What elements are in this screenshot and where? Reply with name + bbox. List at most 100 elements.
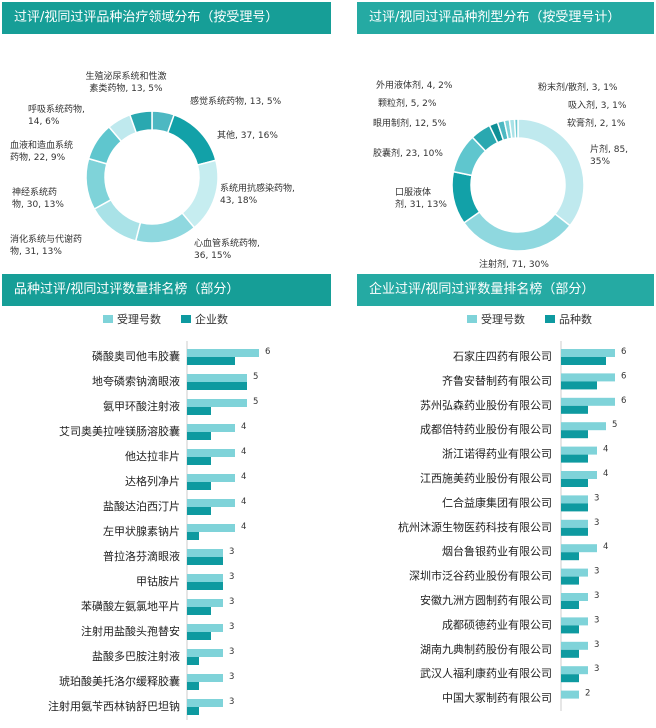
bar-series-2 — [561, 381, 597, 390]
category-label: 琥珀酸美托洛尔缓释胶囊 — [59, 674, 180, 688]
donut-slice-label: 吸入剂, 3, 1% — [568, 99, 627, 111]
panel-header-company-rank: 企业过评/视同过评数量排名榜（部分） — [357, 274, 654, 306]
bar-series-1 — [187, 624, 223, 632]
donut-slice-label: 血液和造血系统药物, 22, 9% — [10, 139, 73, 163]
bar-series-2 — [187, 432, 211, 440]
bar-series-1 — [187, 349, 259, 357]
donut-slice — [134, 211, 196, 244]
donut-slice-label: 呼吸系统药物, 14, 6% — [28, 103, 85, 127]
legend-swatch — [103, 315, 113, 323]
bar-value-label: 3 — [229, 697, 234, 707]
bar-value-label: 4 — [603, 542, 608, 552]
bar-series-1 — [187, 399, 247, 407]
donut-slice-label: 胶囊剂, 23, 10% — [373, 147, 443, 159]
panel-header-therapy: 过评/视同过评品种治疗领域分布（按受理号） — [2, 2, 331, 34]
bar-value-label: 6 — [265, 347, 270, 357]
panel-title-company-rank: 企业过评/视同过评数量排名榜（部分） — [369, 282, 595, 297]
bar-value-label: 3 — [229, 672, 234, 682]
bar-series-2 — [187, 532, 199, 540]
bar-series-2 — [187, 557, 223, 565]
donut-slice-label: 神经系统药物, 30, 13% — [12, 186, 64, 210]
bar-series-1 — [561, 446, 597, 455]
bar-series-2 — [561, 430, 588, 439]
donut-slice-label: 外用液体剂, 4, 2% — [376, 79, 453, 91]
bar-series-2 — [561, 576, 579, 585]
bar-series-2 — [561, 625, 579, 634]
bar-series-1 — [187, 674, 223, 682]
bar-series-2 — [187, 682, 199, 690]
category-label: 仁合益康集团有限公司 — [442, 495, 552, 509]
donut-slice-label: 口服液体剂, 31, 13% — [395, 186, 447, 210]
bar-series-2 — [561, 479, 588, 487]
bar-series-2 — [561, 674, 579, 683]
category-label: 甲钴胺片 — [136, 574, 180, 588]
panel-title-product-rank: 品种过评/视同过评数量排名榜（部分） — [14, 282, 240, 297]
bar-series-2 — [187, 457, 211, 465]
bar-series-1 — [561, 568, 588, 577]
bar-value-label: 4 — [603, 469, 608, 479]
bar-series-1 — [561, 495, 588, 504]
bar-series-2 — [561, 552, 579, 561]
bar-series-1 — [561, 422, 606, 431]
category-label: 苏州弘森药业股份有限公司 — [420, 398, 552, 412]
bar-series-2 — [187, 707, 199, 715]
bar-value-label: 6 — [621, 347, 626, 357]
donut-slice — [166, 113, 217, 166]
bar-value-label: 5 — [253, 372, 258, 382]
donut-slice — [451, 170, 481, 224]
bar-value-label: 3 — [229, 622, 234, 632]
bar-value-label: 3 — [229, 572, 234, 582]
bar-value-label: 3 — [229, 597, 234, 607]
category-label: 苯磺酸左氨氯地平片 — [81, 599, 180, 613]
donut-slice — [85, 157, 112, 211]
donut-slice — [462, 210, 572, 252]
bar-series-1 — [561, 641, 588, 650]
legend-label: 品种数 — [559, 312, 592, 326]
bar-series-1 — [187, 599, 223, 607]
bar-value-label: 3 — [229, 647, 234, 657]
category-label: 艾司奥美拉唑镁肠溶胶囊 — [59, 424, 180, 438]
bar-series-2 — [187, 582, 223, 590]
bar-value-label: 4 — [241, 447, 246, 457]
legend-label: 受理号数 — [117, 313, 161, 326]
category-label: 盐酸达泊西汀片 — [103, 499, 180, 513]
bar-value-label: 2 — [585, 689, 590, 699]
donut-slice-label: 系统用抗感染药物, 43, 18% — [220, 182, 295, 206]
panel-header-product-rank: 品种过评/视同过评数量排名榜（部分） — [2, 274, 331, 306]
category-label: 深圳市泛谷药业股份有限公司 — [409, 569, 552, 583]
bar-series-1 — [187, 474, 235, 482]
donut-slice-label: 眼用制剂, 12, 5% — [373, 117, 447, 129]
legend-swatch — [545, 315, 555, 323]
bar-series-1 — [187, 574, 223, 582]
panel-title-dosage: 过评/视同过评品种剂型分布（按受理号计） — [369, 10, 621, 25]
bar-series-2 — [187, 507, 211, 515]
panel-header-dosage: 过评/视同过评品种剂型分布（按受理号计） — [357, 2, 654, 34]
bar-value-label: 6 — [621, 396, 626, 406]
bar-series-2 — [187, 407, 211, 415]
bar-series-1 — [561, 544, 597, 553]
bar-series-1 — [187, 699, 223, 707]
category-label: 杭州沐源生物医药科技有限公司 — [398, 520, 552, 534]
bar-series-1 — [561, 349, 615, 357]
bar-series-1 — [187, 424, 235, 432]
bar-series-1 — [561, 666, 588, 675]
bar-series-1 — [187, 524, 235, 532]
bar-series-2 — [561, 454, 588, 463]
category-label: 齐鲁安替制药有限公司 — [442, 373, 552, 387]
category-label: 烟台鲁银药业有限公司 — [442, 544, 552, 558]
category-label: 注射用氨苄西林钠舒巴坦钠 — [48, 699, 180, 713]
bar-series-2 — [561, 405, 588, 414]
bar-value-label: 3 — [229, 547, 234, 557]
bar-series-2 — [187, 357, 235, 365]
category-label: 达格列净片 — [125, 474, 180, 488]
donut-slice — [128, 110, 153, 134]
category-label: 磷酸奥司他韦胶囊 — [92, 349, 180, 363]
legend-swatch — [181, 315, 191, 323]
bar-series-1 — [187, 649, 223, 657]
category-label: 湖南九典制药股份有限公司 — [420, 642, 552, 656]
bar-value-label: 6 — [621, 371, 626, 381]
bar-value-label: 3 — [594, 591, 599, 601]
bar-value-label: 4 — [241, 497, 246, 507]
bar-value-label: 3 — [594, 615, 599, 625]
